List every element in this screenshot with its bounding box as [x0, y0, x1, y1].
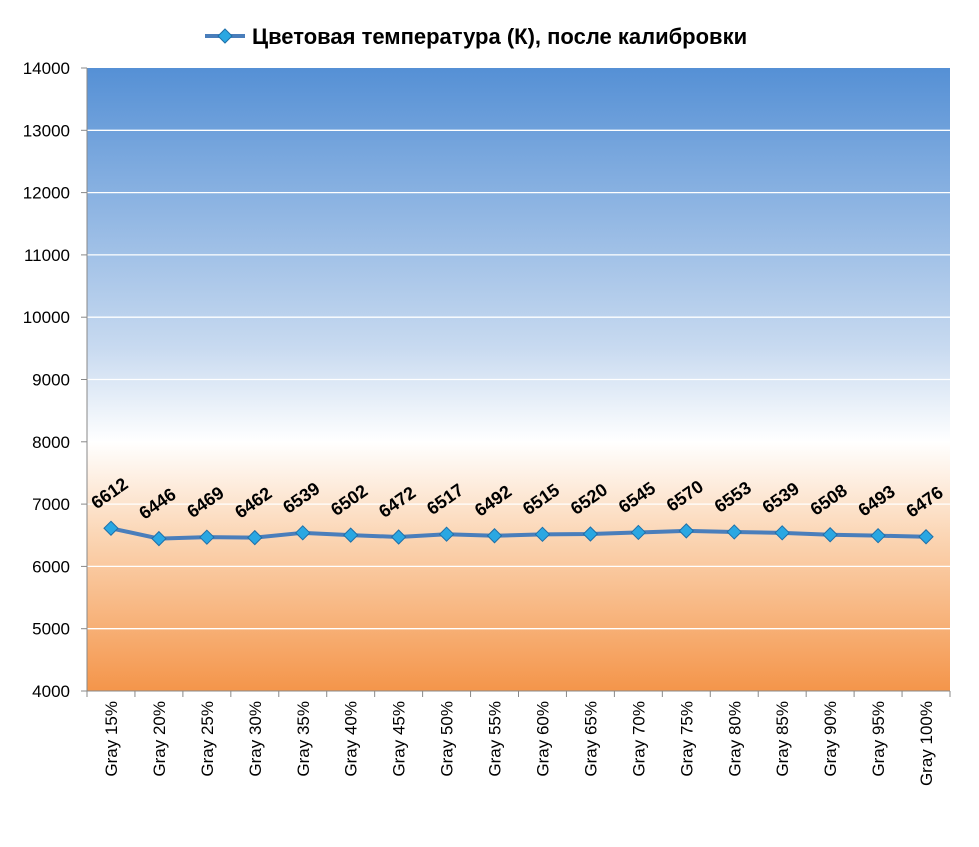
x-tick-label: Gray 95%	[869, 701, 888, 777]
x-tick-label: Gray 100%	[917, 701, 936, 786]
marker	[870, 527, 886, 544]
x-tick-label: Gray 65%	[581, 701, 600, 777]
x-tick-label: Gray 50%	[438, 701, 457, 777]
marker	[918, 529, 934, 545]
marker	[438, 526, 455, 542]
marker	[151, 530, 167, 547]
y-tick-label: 12000	[23, 184, 70, 203]
legend-marker	[217, 28, 233, 44]
y-tick-label: 14000	[23, 59, 70, 78]
x-tick-label: Gray 40%	[342, 701, 361, 777]
x-tick-label: Gray 80%	[725, 701, 744, 777]
x-tick-label: Gray 55%	[486, 701, 505, 777]
marker	[486, 528, 503, 544]
marker	[630, 524, 647, 541]
y-tick-label: 5000	[32, 620, 70, 639]
marker	[822, 527, 838, 543]
y-tick-label: 4000	[32, 682, 70, 701]
marker	[390, 529, 407, 545]
marker	[678, 523, 695, 539]
y-tick-label: 6000	[32, 557, 70, 576]
x-tick-label: Gray 70%	[629, 701, 648, 777]
marker	[342, 527, 359, 543]
y-tick-label: 11000	[24, 246, 70, 265]
marker	[534, 526, 551, 543]
x-tick-label: Gray 60%	[533, 701, 552, 777]
x-tick-label: Gray 85%	[773, 701, 792, 777]
x-tick-label: Gray 35%	[294, 701, 313, 777]
x-tick-label: Gray 15%	[102, 701, 121, 777]
legend-label: Цветовая температура (К), после калибров…	[252, 24, 747, 49]
marker	[582, 526, 599, 542]
marker	[247, 529, 263, 546]
marker	[726, 524, 742, 540]
x-tick-label: Gray 45%	[390, 701, 409, 777]
y-tick-label: 9000	[32, 371, 70, 390]
legend: Цветовая температура (К), после калибров…	[205, 24, 747, 49]
y-tick-label: 10000	[23, 308, 70, 327]
y-tick-label: 8000	[32, 433, 70, 452]
y-tick-label: 7000	[32, 495, 70, 514]
y-tick-label: 13000	[23, 121, 70, 140]
x-tick-label: Gray 20%	[150, 701, 169, 777]
x-tick-label: Gray 90%	[821, 701, 840, 777]
marker	[774, 525, 790, 541]
x-tick-label: Gray 30%	[246, 701, 265, 777]
x-tick-label: Gray 25%	[198, 701, 217, 777]
marker	[199, 529, 215, 545]
marker	[295, 525, 311, 541]
x-tick-label: Gray 75%	[677, 701, 696, 777]
series-line	[110, 526, 927, 541]
marker	[103, 520, 119, 536]
